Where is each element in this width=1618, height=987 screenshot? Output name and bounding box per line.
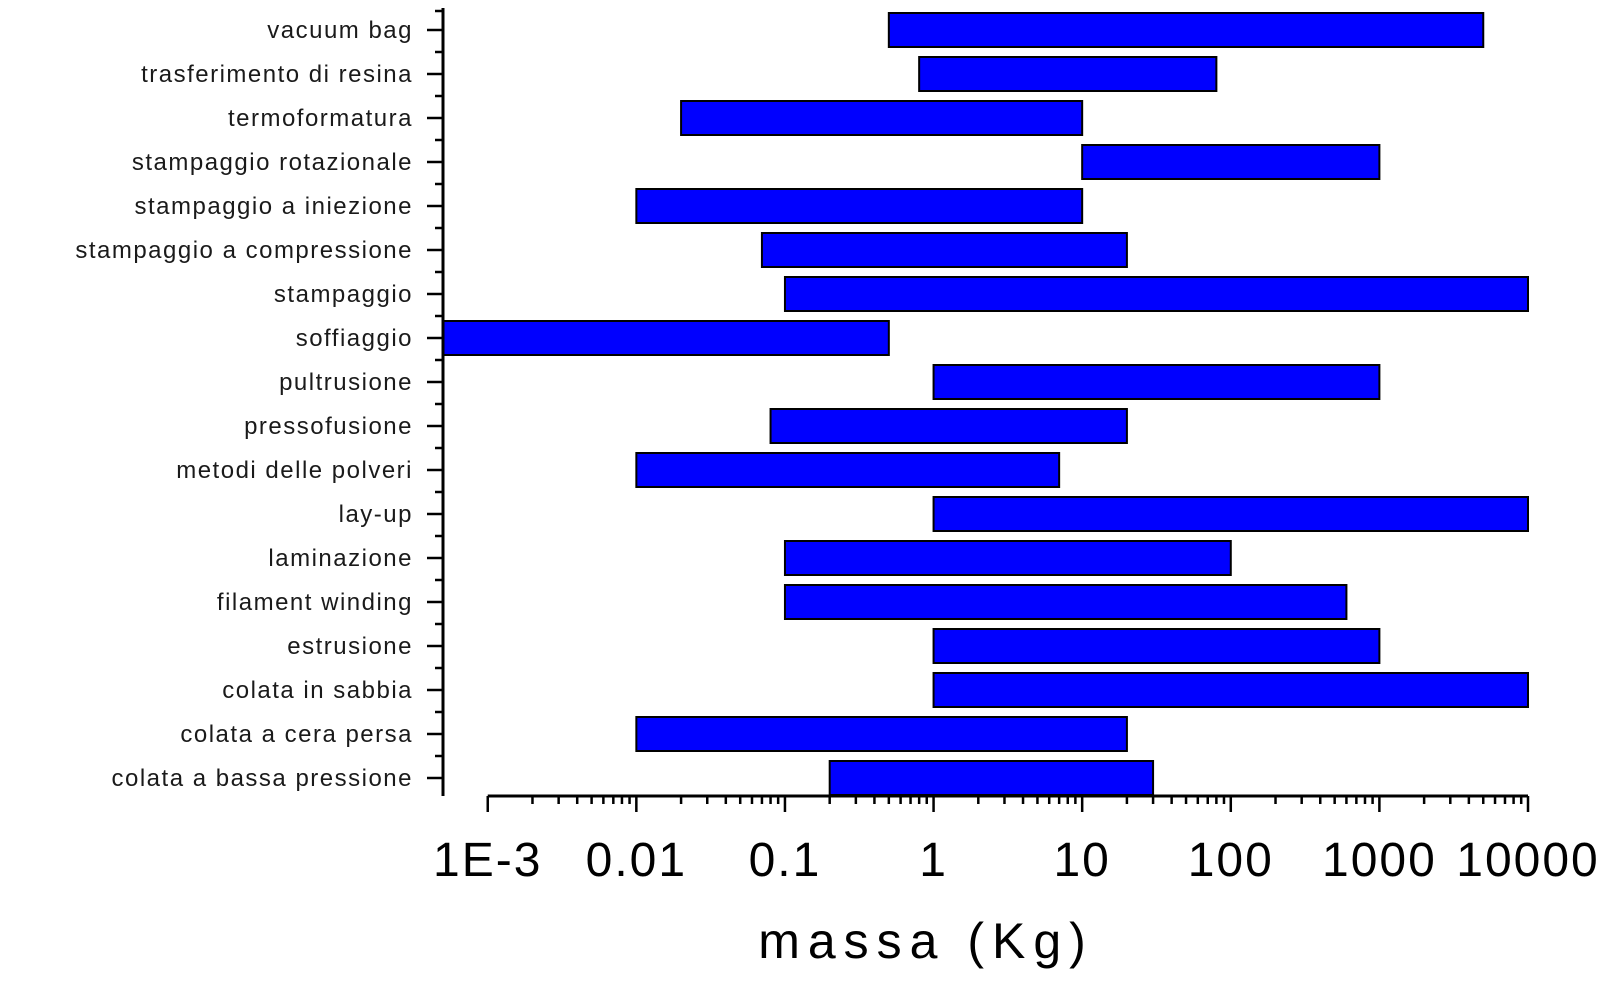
x-tick-label: 10000 bbox=[1456, 834, 1599, 887]
category-label: metodi delle polveri bbox=[176, 457, 413, 484]
category-label: vacuum bag bbox=[267, 17, 413, 44]
bar-estrusione bbox=[932, 628, 1381, 664]
category-label: colata a bassa pressione bbox=[112, 765, 414, 792]
bar-laminazione bbox=[783, 540, 1232, 576]
bar-colata-in-sabbia bbox=[932, 672, 1529, 708]
bar-stampaggio-a-iniezione bbox=[635, 188, 1084, 224]
bar-lay-up bbox=[932, 496, 1529, 532]
category-label: filament winding bbox=[217, 589, 413, 616]
bars-group bbox=[442, 12, 1529, 796]
category-label: termoformatura bbox=[228, 105, 413, 132]
x-tick-label: 1000 bbox=[1322, 834, 1437, 887]
bar-termoformatura bbox=[680, 100, 1084, 136]
x-axis-title: massa (Kg) bbox=[758, 913, 1094, 969]
x-tick-label: 1 bbox=[919, 834, 948, 887]
bar-vacuum-bag bbox=[887, 12, 1485, 48]
category-label: trasferimento di resina bbox=[141, 61, 413, 88]
category-label: stampaggio rotazionale bbox=[132, 149, 413, 176]
category-label: stampaggio bbox=[274, 281, 413, 308]
x-tick-label: 0.1 bbox=[749, 834, 822, 887]
x-tick-label: 10 bbox=[1053, 834, 1110, 887]
category-label: stampaggio a iniezione bbox=[135, 193, 414, 220]
category-label: stampaggio a compressione bbox=[75, 237, 413, 264]
x-tick-label: 0.01 bbox=[586, 834, 687, 887]
bar-stampaggio-rotazionale bbox=[1081, 144, 1381, 180]
category-label: pultrusione bbox=[279, 369, 413, 396]
bar-colata-a-cera-persa bbox=[635, 716, 1128, 752]
bar-pressofusione bbox=[769, 408, 1128, 444]
bar-metodi-delle-polveri bbox=[635, 452, 1061, 488]
category-label: lay-up bbox=[339, 501, 413, 528]
category-label: laminazione bbox=[268, 545, 413, 572]
x-tick-label: 100 bbox=[1188, 834, 1274, 887]
x-axis: 1E-3 0.01 0.1 1 10 100 1000 10000 bbox=[433, 794, 1599, 887]
bar-stampaggio bbox=[783, 276, 1529, 312]
category-label: pressofusione bbox=[244, 413, 413, 440]
category-label: colata in sabbia bbox=[222, 677, 413, 704]
x-tick-label: 1E-3 bbox=[433, 834, 542, 887]
category-label: colata a cera persa bbox=[180, 721, 413, 748]
category-label: soffiaggio bbox=[296, 325, 413, 352]
bar-trasferimento-di-resina bbox=[918, 56, 1218, 92]
bar-stampaggio-a-compressione bbox=[760, 232, 1128, 268]
y-axis bbox=[427, 8, 445, 796]
category-label: estrusione bbox=[287, 633, 413, 660]
category-labels-group: vacuum bag trasferimento di resina termofo… bbox=[75, 17, 414, 792]
bar-filament-winding bbox=[783, 584, 1348, 620]
bar-pultrusione bbox=[932, 364, 1381, 400]
bar-soffiaggio bbox=[442, 320, 890, 356]
bar-colata-a-bassa-pressione bbox=[828, 760, 1155, 796]
